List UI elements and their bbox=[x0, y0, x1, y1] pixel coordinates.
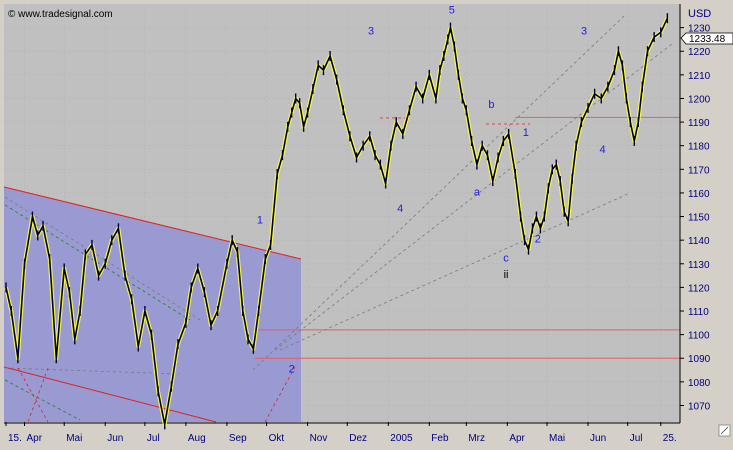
channel-lower-line bbox=[3, 366, 217, 423]
y-tick-label: 1080 bbox=[688, 378, 711, 389]
y-tick-label: 1230 bbox=[688, 24, 711, 35]
y-tick-label: 1120 bbox=[688, 283, 710, 294]
wave-label: 1 bbox=[257, 215, 263, 227]
fan-line-4 bbox=[4, 196, 201, 321]
x-tick-label: Okt bbox=[269, 433, 285, 444]
wave-labels: 1234i5ab1cii234 bbox=[257, 4, 606, 375]
y-axis-ticks: 1070 1080 1090 1100 1110 1120 1130 1140 1150 1160… bbox=[680, 24, 711, 412]
y-tick-label: 1220 bbox=[688, 47, 711, 58]
wave-label: 1 bbox=[523, 127, 529, 139]
y-tick-label: 1150 bbox=[688, 213, 710, 224]
wave-label: 3 bbox=[581, 26, 587, 38]
y-tick-label: 1110 bbox=[688, 307, 709, 318]
x-tick-label: Apr bbox=[509, 433, 525, 444]
x-tick-label: Mrz bbox=[468, 433, 485, 444]
currency-label: USD bbox=[688, 8, 711, 20]
wave-label: 2 bbox=[289, 363, 295, 375]
wave-label: 5 bbox=[449, 4, 455, 16]
x-tick-label: Aug bbox=[188, 433, 206, 444]
x-tick-label: Jul bbox=[630, 433, 643, 444]
wave-label: 3 bbox=[368, 26, 374, 38]
y-tick-label: 1210 bbox=[688, 71, 711, 82]
fan-line-3 bbox=[279, 192, 631, 351]
y-tick-label: 1130 bbox=[688, 260, 710, 271]
trend-channel bbox=[4, 187, 301, 422]
sidebar-price-axis bbox=[680, 4, 732, 422]
red-guide-3 bbox=[264, 364, 297, 423]
wave-label: 4 bbox=[600, 144, 606, 156]
resize-grip-line bbox=[720, 426, 729, 435]
last-price-label: 1233.48 bbox=[689, 34, 726, 45]
x-tick-label: 2005 bbox=[390, 433, 413, 444]
x-tick-label: Sep bbox=[229, 433, 247, 444]
x-tick-label: 15. bbox=[8, 433, 22, 444]
y-tick-label: 1170 bbox=[688, 165, 710, 176]
y-tick-label: 1140 bbox=[688, 236, 710, 247]
x-tick-label: Nov bbox=[310, 433, 328, 444]
y-tick-label: 1160 bbox=[688, 189, 710, 200]
y-tick-label: 1180 bbox=[688, 142, 710, 153]
resize-grip-icon[interactable] bbox=[718, 424, 731, 437]
x-tick-label: Jul bbox=[147, 433, 160, 444]
y-tick-label: 1090 bbox=[688, 354, 711, 365]
wave-label: b bbox=[488, 99, 494, 111]
y-tick-label: 1200 bbox=[688, 94, 711, 105]
wave-label: c bbox=[503, 252, 509, 264]
x-tick-label: 25. bbox=[663, 433, 677, 444]
green-guide-2 bbox=[4, 379, 81, 421]
wave-label: a bbox=[474, 186, 481, 198]
x-tick-label: Mai bbox=[66, 433, 82, 444]
price-series bbox=[4, 13, 670, 430]
wave-label: ii bbox=[504, 269, 509, 281]
y-tick-label: 1100 bbox=[688, 331, 710, 342]
x-tick-label: Jun bbox=[107, 433, 123, 444]
fan-line-1 bbox=[252, 15, 625, 371]
x-tick-label: Apr bbox=[27, 433, 43, 444]
x-tick-label: Jun bbox=[590, 433, 606, 444]
y-tick-label: 1070 bbox=[688, 401, 711, 412]
last-price-arrow bbox=[680, 32, 733, 45]
x-tick-label: Mai bbox=[549, 433, 565, 444]
watermark: © www.tradesignal.com bbox=[8, 9, 113, 20]
x-tick-label: Feb bbox=[431, 433, 449, 444]
y-tick-label: 1190 bbox=[688, 118, 710, 129]
fib-fan-lines bbox=[4, 15, 673, 375]
channel-upper-line bbox=[3, 186, 302, 260]
last-price-marker: 1233.48 bbox=[680, 32, 733, 45]
wave-label: 4 bbox=[397, 203, 403, 215]
fan-line-5 bbox=[4, 367, 181, 375]
x-tick-label: Dez bbox=[349, 433, 367, 444]
wave-label: 2 bbox=[535, 234, 541, 246]
x-axis-ticks: 15. Apr Mai Jun Jul Aug Sep Okt Nov Dez 2005 Feb Mrz… bbox=[5, 422, 677, 444]
